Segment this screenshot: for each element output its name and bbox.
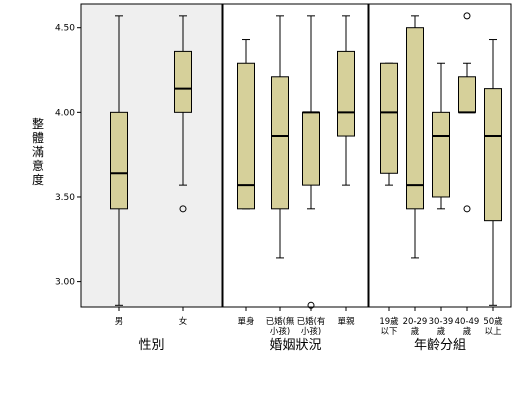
category-label-g3-c4: 40-49 歲 [455, 317, 480, 337]
category-label-g3-c3: 30-39 歲 [429, 317, 454, 337]
iqr-box-g2-c2 [271, 76, 289, 210]
group-title-2: 婚姻狀況 [269, 338, 321, 353]
box-g2-c2 [271, 15, 289, 259]
group-title-3: 年齡分組 [414, 338, 466, 353]
iqr-box-g3-c4 [458, 76, 476, 113]
box-g2-c1 [237, 39, 255, 210]
iqr-box-g2-c4 [337, 50, 355, 137]
category-label-g2-c4: 單親 [337, 316, 355, 327]
outlier-g1-c2-1 [179, 205, 187, 213]
box-g2-c4 [337, 15, 355, 186]
box-g1-c1 [110, 15, 128, 306]
category-label-g2-c3: 已婚(有小孩) [297, 316, 326, 337]
iqr-box-g3-c5 [484, 88, 502, 222]
group-title-1: 性別 [138, 338, 164, 353]
category-label-g3-c2: 20-29 歲 [403, 317, 428, 337]
category-label-g1-c2: 女 [179, 316, 188, 327]
outlier-g3-c4-1 [463, 12, 471, 20]
panel-1 [80, 3, 223, 308]
iqr-box-g3-c1 [380, 62, 398, 174]
box-g3-c1 [380, 62, 398, 186]
category-label-g1-c1: 男 [115, 317, 124, 327]
iqr-box-g3-c3 [432, 111, 450, 198]
box-g3-c2 [406, 15, 424, 259]
y-tick-label-2: 3.50 [55, 193, 75, 203]
category-label-g3-c5: 50歲以上 [483, 316, 503, 337]
y-tick-label-4: 4.50 [55, 24, 75, 34]
box-g3-c3 [432, 62, 450, 210]
y-axis-label: 整體滿意度 [32, 116, 44, 187]
iqr-box-g2-c3 [302, 111, 320, 186]
y-tick-label-3: 4.00 [55, 108, 75, 118]
y-tick-label-1: 3.00 [55, 278, 75, 288]
box-g2-c3 [302, 15, 320, 309]
category-label-g2-c2: 已婚(無小孩) [266, 316, 295, 337]
category-label-g2-c1: 單身 [237, 316, 254, 327]
iqr-box-g1-c2 [174, 50, 192, 113]
box-g1-c2 [174, 15, 192, 213]
box-g3-c4 [458, 12, 476, 213]
outlier-g3-c4-2 [463, 205, 471, 213]
category-label-g3-c1: 19歲以下 [379, 316, 399, 337]
box-g3-c5 [484, 39, 502, 306]
iqr-box-g3-c2 [406, 27, 424, 210]
iqr-box-g1-c1 [110, 111, 128, 210]
iqr-box-g2-c1 [237, 62, 255, 210]
